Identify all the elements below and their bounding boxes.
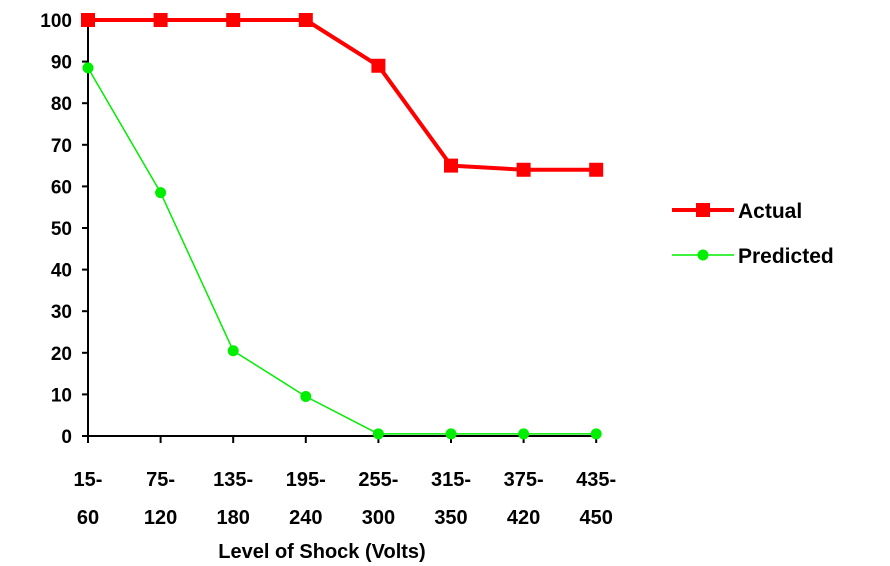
x-tick-label: 435- 450 [576,469,616,529]
series-actual [81,13,604,177]
x-tick-label-line2: 240 [289,507,322,529]
data-point [371,58,386,73]
data-point [155,187,167,199]
x-tick-label: 75- 120 [144,469,177,529]
x-tick-label: 135- 180 [213,469,253,529]
x-tick-label-line2: 60 [77,507,99,529]
y-tick-label: 30 [51,302,72,323]
data-point [81,13,95,27]
series-layer [81,13,604,440]
y-tick-label: 10 [51,385,72,406]
data-point [590,428,602,440]
x-tick-label-line2: 450 [580,507,613,529]
x-tick-label: 375- 420 [504,469,544,529]
data-point [372,428,384,440]
data-point [227,345,239,357]
legend-item-predicted: Predicted [672,245,834,268]
x-tick-label-line1: 15- [74,469,103,491]
x-tick-label-line1: 75- [146,469,175,491]
data-point [444,158,458,173]
series-predicted [82,62,602,440]
x-tick-label-line1: 435- [576,469,616,491]
series-line [87,67,597,435]
x-axis: 15-6075-120135-180195-240255-300315-3503… [74,435,616,529]
x-tick-label: 255- 300 [358,469,398,529]
x-tick-label-line1: 375- [504,469,544,491]
data-point [298,13,313,27]
series-line [88,18,597,172]
data-point [153,13,168,27]
legend-swatch-marker [697,249,709,261]
x-tick-label-line2: 180 [217,507,250,529]
y-axis: 0 10 20 30 40 50 60 70 80 90 100 [40,11,89,448]
y-tick-label: 70 [51,136,72,157]
x-tick-label-line1: 315- [431,469,471,491]
x-tick-label-line2: 120 [144,507,177,529]
legend-label: Predicted [738,245,834,268]
x-tick-label-line1: 195- [286,469,326,491]
x-tick-label-line2: 350 [434,507,467,529]
x-tick-label-line1: 135- [213,469,253,491]
data-point [445,428,457,440]
y-tick-label: 80 [51,94,72,115]
data-point [589,162,604,177]
y-tick-label: 90 [51,53,72,74]
y-tick-label: 20 [51,344,72,365]
y-tick-label: 40 [51,261,72,282]
data-point [516,162,531,177]
data-point [82,62,94,74]
x-tick-label-line1: 255- [358,469,398,491]
data-point [300,390,312,402]
data-point [226,13,241,27]
legend-label: Actual [738,200,802,223]
legend: Actual Predicted [672,200,834,268]
data-point [518,428,530,440]
x-axis-title: Level of Shock (Volts) [218,541,425,563]
y-tick-label: 50 [51,219,72,240]
x-tick-label-line2: 420 [507,507,540,529]
legend-swatch-marker [696,203,710,217]
x-tick-label: 315- 350 [431,469,471,529]
y-tick-label: 100 [40,11,72,32]
legend-item-actual: Actual [672,200,802,223]
y-tick-label: 60 [51,177,72,198]
x-tick-label-line2: 300 [362,507,395,529]
x-tick-label: 15- 60 [74,469,103,529]
y-tick-label: 0 [61,427,72,448]
x-tick-label: 195- 240 [286,469,326,529]
